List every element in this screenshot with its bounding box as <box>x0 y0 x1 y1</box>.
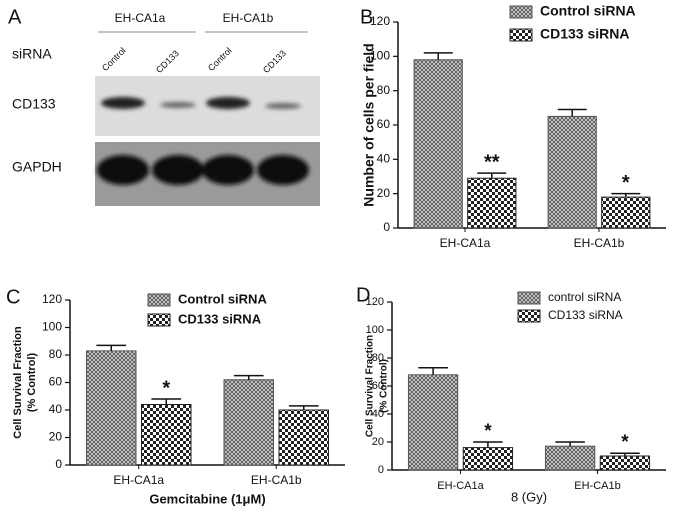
error-bar <box>151 398 182 405</box>
error-bar <box>423 52 453 60</box>
bar <box>413 59 463 229</box>
bar <box>547 115 597 229</box>
legend-label: control siRNA <box>548 290 621 304</box>
y-tick-label: 120 <box>42 292 62 306</box>
bar <box>86 350 137 466</box>
row-header: siRNA <box>12 46 52 62</box>
bar <box>141 404 192 466</box>
x-tick-label: EH-CA1a <box>113 473 164 487</box>
legend-label: CD133 siRNA <box>540 26 629 42</box>
bar <box>223 379 274 466</box>
blot-bands <box>97 97 309 185</box>
y-tick-label: 40 <box>372 408 384 420</box>
error-bar <box>557 108 587 117</box>
y-tick-label: 80 <box>377 83 391 97</box>
cell-line-label: EH-CA1b <box>223 11 274 25</box>
y-tick-label: 120 <box>366 296 384 308</box>
lane-label: CD133 <box>154 48 181 75</box>
error-bar <box>418 367 448 375</box>
y-tick-label: 100 <box>370 49 390 63</box>
y-tick-label: 60 <box>49 375 63 389</box>
y-tick-label: 60 <box>372 380 384 392</box>
y-axis-title: Cell Survival Fraction <box>365 335 376 437</box>
y-tick-label: 80 <box>372 352 384 364</box>
y-tick-label: 100 <box>42 320 62 334</box>
x-tick-label: EH-CA1a <box>440 236 491 250</box>
error-bar <box>477 172 507 179</box>
row-label: CD133 <box>12 96 56 112</box>
panel-label: C <box>6 286 20 308</box>
error-bar <box>610 452 640 456</box>
y-tick-label: 20 <box>377 186 391 200</box>
blot-panel: A EH-CA1a EH-CA1b siRNA Control CD133 Co… <box>8 6 320 206</box>
significance-label: ** <box>484 151 500 173</box>
y-tick-label: 0 <box>378 464 384 476</box>
y-axis-title: (% Control) <box>379 359 390 413</box>
legend-label: CD133 siRNA <box>178 311 262 326</box>
y-axis-title: (% Control) <box>26 353 38 413</box>
bar <box>599 455 651 471</box>
significance-label: * <box>162 377 170 399</box>
legend-label: Control siRNA <box>178 291 267 306</box>
lane-label: CD133 <box>261 48 288 75</box>
x-tick-label: EH-CA1b <box>574 480 620 492</box>
y-tick-label: 120 <box>370 14 390 28</box>
legend-swatch <box>509 28 533 42</box>
error-bar <box>473 441 503 448</box>
x-axis-title: 8 (Gy) <box>511 489 547 504</box>
x-tick-label: EH-CA1b <box>574 236 625 250</box>
cell-line-label: EH-CA1a <box>115 11 166 25</box>
significance-label: * <box>484 421 492 442</box>
legend-swatch <box>517 309 541 323</box>
legend-swatch <box>517 291 541 305</box>
significance-label: * <box>622 172 630 194</box>
significance-label: * <box>621 432 629 453</box>
y-tick-label: 60 <box>377 117 391 131</box>
panel-label: D <box>356 284 370 306</box>
y-tick-label: 20 <box>49 430 63 444</box>
lane-label: Control <box>100 46 128 74</box>
error-bar <box>288 405 319 410</box>
legend-swatch <box>509 5 533 19</box>
y-tick-label: 40 <box>49 402 63 416</box>
y-tick-label: 40 <box>377 152 391 166</box>
legend-swatch <box>147 293 171 307</box>
y-axis-title: Number of cells per field <box>361 43 377 206</box>
error-bar <box>555 441 585 447</box>
x-tick-label: EH-CA1b <box>251 473 302 487</box>
x-tick-label: EH-CA1a <box>437 480 484 492</box>
panel-label: B <box>360 6 373 28</box>
error-bar <box>611 192 641 198</box>
y-axis-title: Cell Survival Fraction <box>12 326 24 439</box>
bar <box>278 409 329 466</box>
legend-swatch <box>147 313 171 327</box>
y-tick-label: 20 <box>372 436 384 448</box>
lane-label: Control <box>206 46 234 74</box>
y-tick-label: 100 <box>366 324 384 336</box>
bar <box>462 447 514 471</box>
x-axis-title: Gemcitabine (1μM) <box>149 491 265 506</box>
error-bar <box>96 344 127 351</box>
bar <box>407 374 459 471</box>
bar <box>544 445 596 471</box>
legend-label: Control siRNA <box>540 3 636 19</box>
bar <box>467 177 517 229</box>
y-tick-label: 80 <box>49 347 63 361</box>
y-tick-label: 0 <box>383 220 390 234</box>
row-label: GAPDH <box>12 159 62 175</box>
legend-label: CD133 siRNA <box>548 308 623 322</box>
error-bar <box>233 374 264 380</box>
y-tick-label: 0 <box>55 457 62 471</box>
bar <box>601 196 651 229</box>
panel-label: A <box>8 6 22 28</box>
